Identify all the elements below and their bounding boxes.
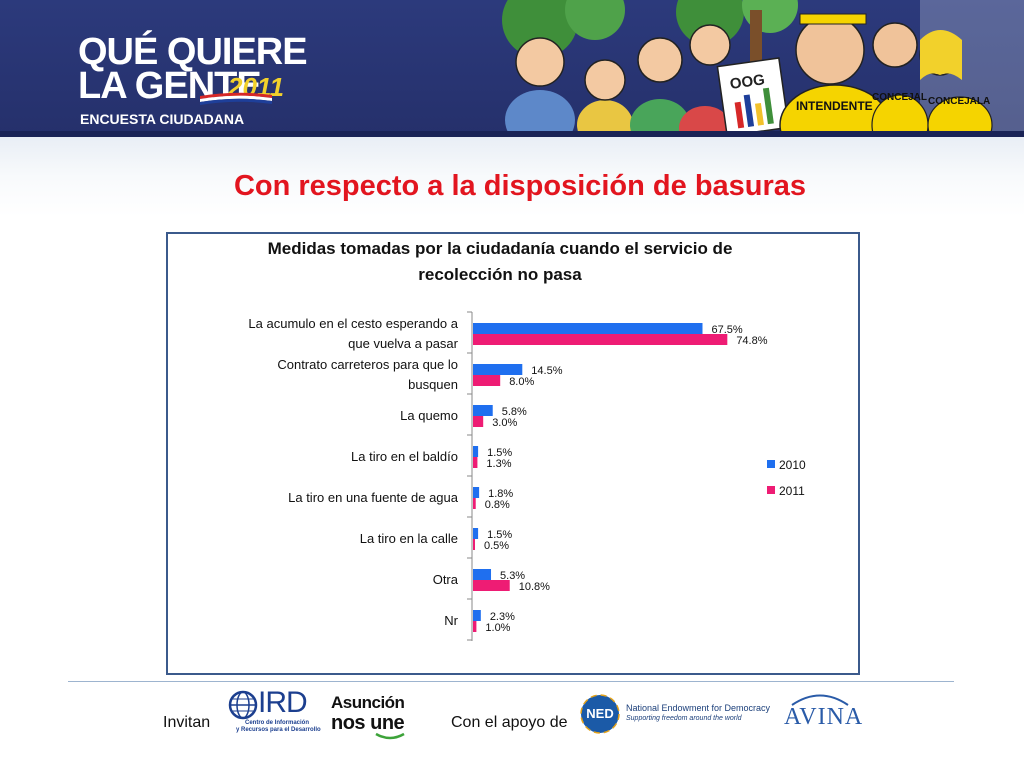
chart-title: Medidas tomadas por la ciudadanía cuando… xyxy=(200,236,800,288)
category-label: La tiro en una fuente de agua xyxy=(218,488,458,508)
shirt-text-intendente: INTENDENTE xyxy=(796,99,873,113)
chart-title-line: recolección no pasa xyxy=(418,265,582,284)
ned-tagline: Supporting freedom around the world xyxy=(626,715,742,722)
footer-divider xyxy=(68,681,954,682)
ned-badge: NED xyxy=(586,706,614,721)
logo-line1: QUÉ QUIERE xyxy=(78,31,308,73)
avina-logo: AVINA xyxy=(784,692,862,736)
category-label-line: La tiro en una fuente de agua xyxy=(288,490,458,505)
chart-title-line: Medidas tomadas por la ciudadanía cuando… xyxy=(267,239,733,258)
avina-name: AVINA xyxy=(784,704,864,730)
category-label-line: Contrato carreteros para que lo xyxy=(277,357,458,372)
category-label: Nr xyxy=(218,611,458,631)
ird-name: IRD xyxy=(258,686,308,719)
slide-title: Con respecto a la disposición de basuras xyxy=(233,170,807,202)
flag-stripes-icon xyxy=(200,92,272,105)
avina-arc-icon xyxy=(791,694,849,706)
chart-frame xyxy=(166,232,860,675)
asuncion-line1: Asunción xyxy=(331,693,405,712)
category-label: Contrato carreteros para que lo busquen xyxy=(218,355,458,395)
category-label-line: Nr xyxy=(444,613,458,628)
crowd-illustration: OOG INTENDENTE CONCEJAL CONCEJALA xyxy=(502,0,1024,137)
smile-swoosh-icon xyxy=(375,732,405,740)
category-label: Otra xyxy=(218,570,458,590)
category-label: La tiro en la calle xyxy=(218,529,458,549)
category-label-line: Otra xyxy=(432,572,458,587)
shirt-text-concejala: CONCEJALA xyxy=(928,96,990,107)
category-label-line: La tiro en la calle xyxy=(359,531,458,546)
invitan-label: Invitan xyxy=(163,714,211,731)
category-label: La quemo xyxy=(218,406,458,426)
ird-desc-line2: y Recursos para el Desarrollo xyxy=(236,727,321,733)
ned-logo: NED National Endowment for Democracy Sup… xyxy=(580,694,770,734)
globe-icon xyxy=(228,690,258,720)
asuncion-line2: nos une xyxy=(331,712,405,734)
ird-logo: IRD Centro de Información y Recursos par… xyxy=(228,686,321,738)
header-banner: QUÉ QUIERE LA GENTE 2011 ENCUESTA CIUDAD… xyxy=(0,0,1024,137)
category-label-line: La tiro en el baldío xyxy=(351,449,458,464)
category-label-line: La quemo xyxy=(400,408,458,423)
category-label-line: La acumulo en el cesto esperando a xyxy=(248,316,458,331)
asuncion-logo: Asunción nos une xyxy=(331,693,415,740)
ird-description: Centro de Información y Recursos para el… xyxy=(236,720,321,734)
category-label: La acumulo en el cesto esperando a que vu… xyxy=(218,314,458,354)
category-label-line: que vuelva a pasar xyxy=(348,336,458,351)
sign-text: OOG xyxy=(729,71,766,93)
con-apoyo-label: Con el apoyo de xyxy=(451,714,568,731)
logo-subtitle: ENCUESTA CIUDADANA xyxy=(80,111,245,127)
shirt-text-concejal: CONCEJAL xyxy=(872,92,927,103)
header-bottom-stripe xyxy=(0,131,1024,137)
category-label: La tiro en el baldío xyxy=(218,447,458,467)
ned-name: National Endowment for Democracy xyxy=(626,703,771,713)
category-label-line: busquen xyxy=(408,377,458,392)
ird-desc-line1: Centro de Información xyxy=(244,720,309,726)
ned-circle-icon xyxy=(580,694,620,734)
